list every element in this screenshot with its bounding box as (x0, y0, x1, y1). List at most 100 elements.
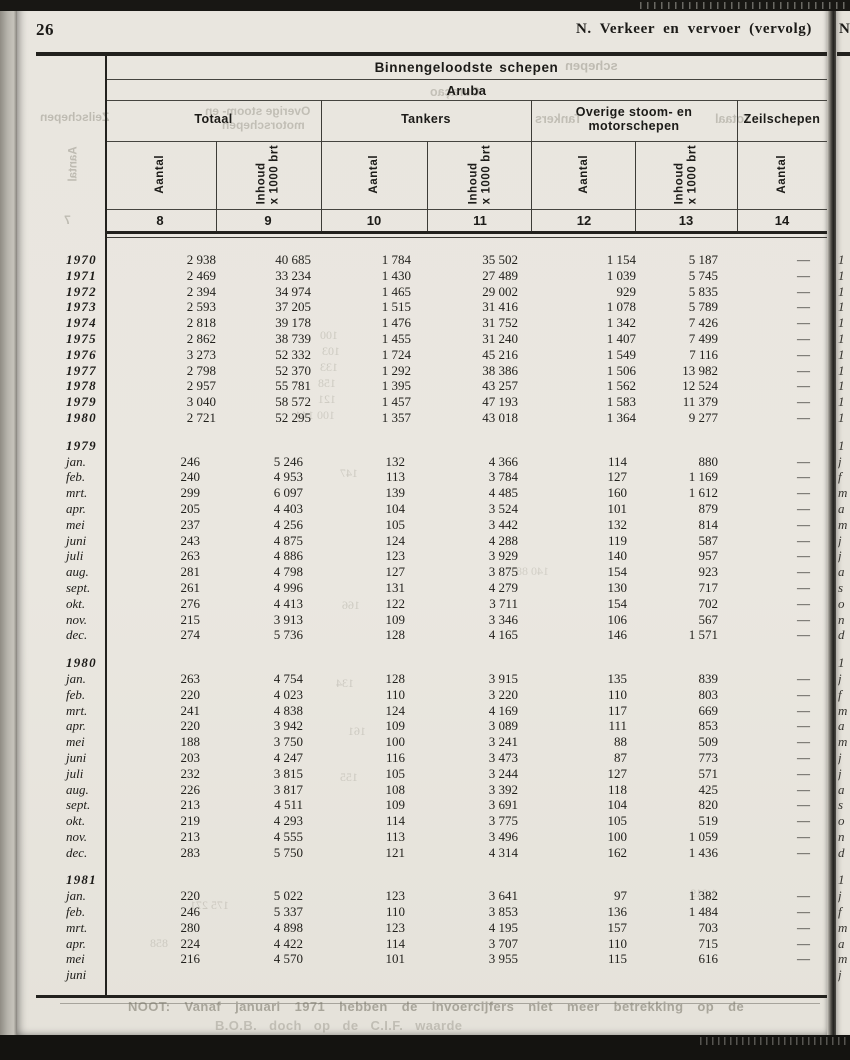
cell-value: 616 (698, 951, 719, 967)
cell-value: 280 (180, 919, 201, 935)
table-row: apr. 220 3 942 109 3 089 111 853 — (64, 718, 826, 734)
cell-value: 519 (698, 813, 719, 829)
subcolumn-header-label: Inhoud x 1000 brt (467, 144, 492, 204)
cell-value: 52 370 (275, 362, 311, 378)
cell-value: 109 (385, 797, 406, 813)
table-row: 1978 2 957 55 781 1 395 43 257 1 562 12 524 — (64, 378, 826, 394)
table-row: dec. 274 5 736 128 4 165 146 1 571 — (64, 627, 826, 643)
cell-value: 3 392 (488, 781, 518, 797)
cell-value: 1 436 (688, 844, 718, 860)
row-label: jan. (66, 670, 86, 686)
cell-value: 5 835 (688, 283, 718, 299)
cell-value: 1 342 (606, 315, 636, 331)
cell-value: 246 (180, 453, 201, 469)
cell-value: — (797, 686, 810, 702)
cell-value: 45 216 (482, 346, 518, 362)
table-row: apr. 224 4 422 114 3 707 110 715 — (64, 936, 826, 952)
cell-value: 587 (698, 532, 719, 548)
cell-value: 3 711 (489, 595, 518, 611)
cell-value: 4 366 (488, 453, 518, 469)
cell-value: 7 499 (688, 330, 718, 346)
edge-mark: j (838, 749, 842, 765)
edge-mark: a (838, 718, 845, 734)
edge-mark: 1 (838, 362, 845, 378)
cell-value: 31 416 (482, 299, 518, 315)
table-section: 1979 jan. 246 5 246 132 4 366 114 880 — feb. 240 4 … (64, 438, 826, 643)
cell-value: 123 (385, 548, 406, 564)
subcolumn-divider (427, 141, 429, 231)
subcolumn-header-line: Aantal (153, 154, 166, 194)
cell-value: 110 (385, 686, 405, 702)
stub-column-divider (105, 52, 107, 995)
cell-value: 5 789 (688, 299, 718, 315)
cell-value: 114 (385, 813, 405, 829)
footnote-line2: B.O.B. doch op de C.I.F. waarde (215, 1018, 463, 1033)
row-label: feb. (66, 904, 86, 920)
table-section: 1970 2 938 40 685 1 784 35 502 1 154 5 187—197… (64, 252, 826, 426)
cell-value: 127 (607, 765, 628, 781)
cell-value: 3 707 (488, 935, 518, 951)
cell-value: 108 (385, 781, 406, 797)
cell-value: 154 (607, 564, 628, 580)
row-label: jan. (66, 453, 86, 469)
cell-value: 241 (180, 702, 201, 718)
table-row: mei 237 4 256 105 3 442 132 814 — (64, 517, 826, 533)
cell-value: 4 293 (273, 813, 303, 829)
cell-value: — (797, 330, 810, 346)
cell-value: — (797, 611, 810, 627)
cell-value: 128 (385, 670, 406, 686)
cell-value: 4 570 (273, 951, 303, 967)
row-label: juli (66, 765, 84, 781)
cell-value: 4 511 (274, 797, 303, 813)
cell-value: 773 (698, 749, 719, 765)
cell-value: 110 (385, 904, 405, 920)
edge-mark: 1 (838, 267, 845, 283)
cell-value: 123 (385, 919, 406, 935)
edge-mark: f (838, 469, 842, 485)
row-label: nov. (66, 611, 88, 627)
table-row: nov. 213 4 555 113 3 496 100 1 059 — (64, 829, 826, 845)
ghost-text: 7 (64, 213, 71, 227)
cell-value: — (797, 595, 810, 611)
section-heading-row: 1980 (64, 655, 826, 671)
edge-mark: 1 (838, 252, 845, 267)
cell-value: 5 187 (688, 252, 718, 267)
cell-value: 5 246 (273, 453, 303, 469)
cell-value: 1 039 (606, 267, 636, 283)
cell-value: — (797, 919, 810, 935)
edge-mark: 1 (838, 315, 845, 331)
row-label: sept. (66, 579, 91, 595)
edge-mark: m (838, 516, 848, 532)
subcolumn-header-label: Aantal (578, 155, 591, 194)
cell-value: 122 (385, 595, 406, 611)
cell-value: 3 750 (273, 734, 303, 750)
cell-value: 281 (180, 564, 201, 580)
cell-value: 4 169 (488, 702, 518, 718)
edge-mark: j (838, 967, 842, 983)
cell-value: 1 292 (381, 362, 411, 378)
cell-value: 3 346 (488, 611, 518, 627)
edge-mark: a (838, 500, 845, 516)
cell-value: 4 279 (488, 579, 518, 595)
column-number: 9 (264, 213, 272, 228)
cell-value: 5 750 (273, 844, 303, 860)
cell-value: — (797, 702, 810, 718)
subcolumn-header-label: Inhoud x 1000 brt (255, 144, 280, 204)
edge-mark: s (838, 797, 844, 813)
cell-value: 27 489 (482, 267, 518, 283)
header-bottom-rule-2 (105, 236, 827, 238)
row-label: mrt. (66, 702, 88, 718)
cell-value: 3 942 (273, 718, 303, 734)
table-row: 1976 3 273 52 332 1 724 45 216 1 549 7 116 — (64, 347, 826, 363)
subcolumn-header-line: x 1000 brt (685, 144, 698, 204)
cell-value: 2 818 (186, 315, 216, 331)
cell-value: 162 (607, 844, 628, 860)
cell-value: 4 996 (273, 579, 303, 595)
cell-value: 3 496 (488, 828, 518, 844)
cell-value: 839 (698, 670, 719, 686)
cell-value: 1 455 (381, 330, 411, 346)
row-label: jan. (66, 888, 86, 904)
edge-mark: 1 (838, 409, 845, 425)
cell-value: 55 781 (275, 378, 311, 394)
table-row: 1974 2 818 39 178 1 476 31 752 1 342 7 426 — (64, 315, 826, 331)
